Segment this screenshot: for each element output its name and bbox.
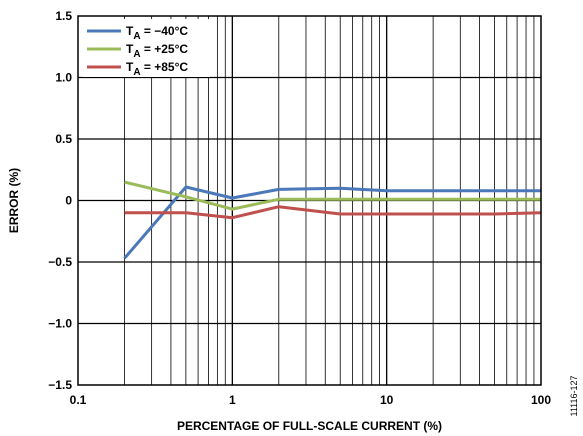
y-tick-label: −1.0 <box>48 317 72 331</box>
plot-frame <box>77 15 542 386</box>
figure-id: 11116-127 <box>569 375 579 416</box>
x-tick-label: 10 <box>380 393 394 407</box>
series-line-1 <box>123 185 541 260</box>
y-tick-label: 1.0 <box>55 71 72 85</box>
series-line-2 <box>124 180 541 211</box>
y-tick-label: 0.5 <box>55 132 72 146</box>
legend-label: TA = +25°C <box>126 42 188 60</box>
y-tick-label: −0.5 <box>48 255 72 269</box>
x-tick-labels: 0.1 1 10 100 <box>70 393 552 407</box>
series-line-3 <box>124 205 542 220</box>
y-tick-label: 0 <box>65 194 72 208</box>
y-tick-label: −1.5 <box>48 378 72 392</box>
x-tick-label: 100 <box>531 393 551 407</box>
legend-label: TA = −40°C <box>126 24 188 42</box>
series-layer <box>123 180 542 260</box>
x-axis-title: PERCENTAGE OF FULL-SCALE CURRENT (%) <box>177 419 442 433</box>
legend: TA = −40°CTA = +25°CTA = +85°C <box>82 19 210 78</box>
legend-label: TA = +85°C <box>126 60 188 78</box>
y-tick-labels: 1.5 1.0 0.5 0 −0.5 −1.0 −1.5 <box>48 9 72 392</box>
y-tick-label: 1.5 <box>55 9 72 23</box>
x-tick-label: 0.1 <box>70 393 87 407</box>
y-axis-title: ERROR (%) <box>7 168 21 233</box>
x-tick-label: 1 <box>229 393 236 407</box>
